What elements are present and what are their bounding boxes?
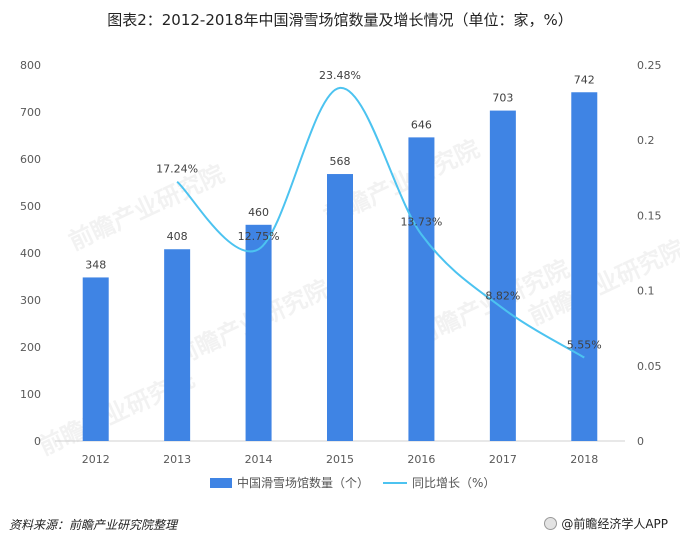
legend: 中国滑雪场馆数量（个） 同比增长（%） — [0, 474, 680, 490]
x-axis-tick-label: 2014 — [245, 453, 273, 466]
watermark-text: 前瞻产业研究院 — [65, 160, 229, 256]
bar — [408, 137, 435, 441]
x-axis-ticks: 2012 2013 2014 2015 2016 2017 2018 — [82, 453, 599, 466]
right-axis-tick-label: 0.05 — [637, 360, 662, 373]
bar-data-label: 742 — [574, 73, 595, 86]
footer-brand: @前瞻经济学人APP — [544, 515, 668, 532]
left-axis-tick-label: 800 — [20, 59, 41, 72]
bar-data-label: 408 — [167, 230, 188, 243]
brand-logo-icon — [544, 517, 558, 530]
line-data-label: 12.75% — [238, 230, 280, 243]
footer-brand-text: @前瞻经济学人APP — [561, 517, 668, 531]
bar-series — [82, 92, 598, 442]
line-data-label: 17.24% — [156, 163, 198, 176]
x-axis-tick-label: 2018 — [570, 453, 598, 466]
bar-data-label: 460 — [248, 206, 269, 219]
right-axis-tick-label: 0.2 — [637, 134, 655, 147]
bar — [327, 174, 353, 442]
legend-label-venues: 中国滑雪场馆数量（个） — [237, 476, 370, 490]
line-data-label: 8.82% — [485, 289, 520, 302]
bar-data-label: 703 — [492, 92, 513, 105]
x-axis-tick-label: 2015 — [326, 453, 354, 466]
bar — [489, 110, 516, 441]
left-axis-tick-label: 500 — [20, 200, 41, 213]
line-data-label: 13.73% — [400, 216, 442, 229]
footer-source: 资料来源：前瞻产业研究院整理 — [9, 518, 178, 532]
left-axis-tick-label: 0 — [34, 435, 41, 448]
right-axis-tick-label: 0.15 — [637, 209, 662, 222]
chart-plot: 前瞻产业研究院前瞻产业研究院前瞻产业研究院前瞻产业研究院前瞻产业研究院前瞻产业研… — [20, 59, 680, 466]
legend-bar-swatch — [210, 477, 232, 488]
left-axis-tick-label: 700 — [20, 106, 41, 119]
right-axis-tick-label: 0 — [637, 435, 644, 448]
line-data-label: 5.55% — [567, 339, 602, 352]
left-axis-tick-label: 400 — [20, 247, 41, 260]
bar-data-label: 646 — [411, 118, 432, 131]
x-axis-tick-label: 2013 — [163, 453, 191, 466]
bar — [82, 277, 109, 441]
bar — [245, 224, 272, 441]
left-axis-tick-label: 600 — [20, 153, 41, 166]
legend-item-growth: 同比增长（%） — [383, 474, 495, 491]
right-axis-ticks: 0 0.05 0.1 0.15 0.2 0.25 — [637, 59, 662, 448]
line-data-labels: 17.24% 12.75% 23.48% 13.73% 8.82% 5.55% — [156, 69, 602, 352]
bar-data-labels: 348 408 460 568 646 703 742 — [85, 73, 595, 271]
growth-line-series — [176, 86, 585, 359]
bar — [571, 92, 598, 441]
bar-data-label: 348 — [85, 258, 106, 271]
x-axis-tick-label: 2016 — [407, 453, 435, 466]
legend-item-venues: 中国滑雪场馆数量（个） — [210, 474, 369, 491]
x-axis-tick-label: 2012 — [82, 453, 110, 466]
right-axis-tick-label: 0.1 — [637, 285, 655, 298]
bar-data-label: 568 — [330, 155, 351, 168]
bar — [164, 249, 191, 441]
legend-line-swatch — [383, 481, 407, 484]
left-axis-tick-label: 100 — [20, 388, 41, 401]
left-axis-tick-label: 300 — [20, 294, 41, 307]
left-axis-ticks: 0 100 200 300 400 500 600 700 800 — [20, 59, 41, 448]
line-data-label: 23.48% — [319, 69, 361, 82]
right-axis-tick-label: 0.25 — [637, 59, 662, 72]
chart-title: 图表2：2012-2018年中国滑雪场馆数量及增长情况（单位：家，%） — [107, 11, 573, 29]
legend-label-growth: 同比增长（%） — [412, 476, 496, 490]
left-axis-tick-label: 200 — [20, 341, 41, 354]
x-axis-tick-label: 2017 — [489, 453, 517, 466]
